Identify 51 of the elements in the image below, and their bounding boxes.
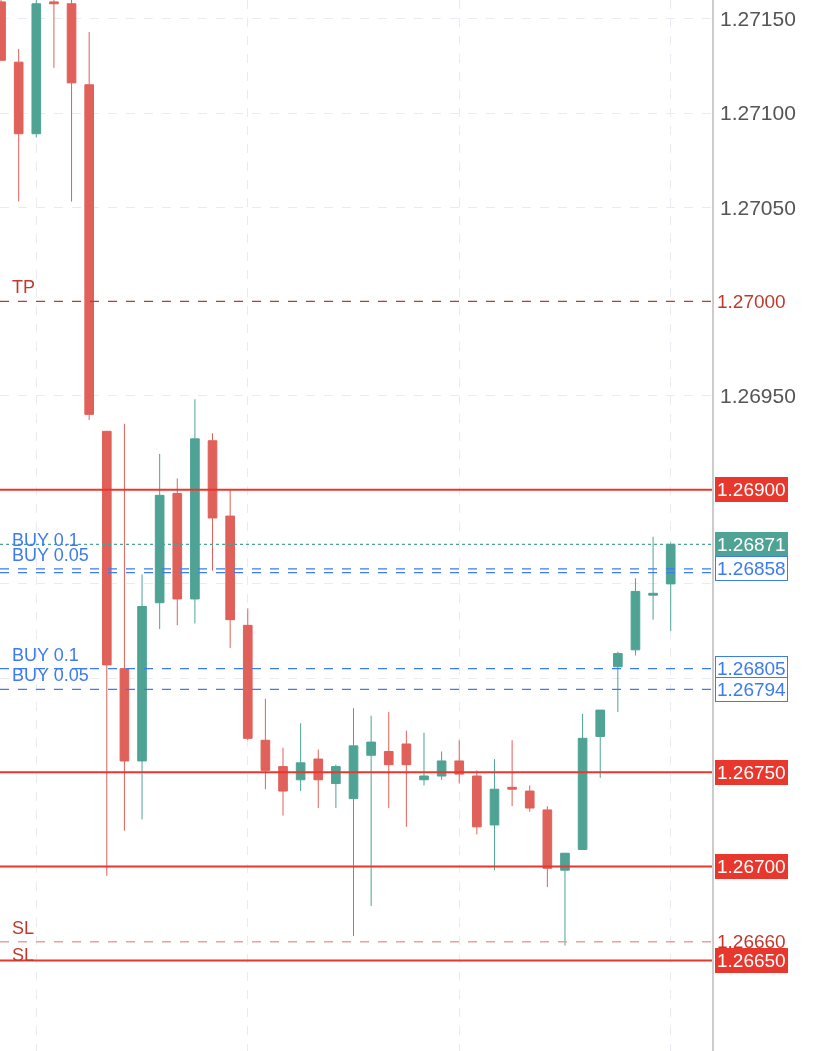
ref-line-label: 1.26660 xyxy=(717,931,786,952)
candlestick xyxy=(13,48,24,203)
y-tick-label: 1.27100 xyxy=(720,101,796,125)
candlestick xyxy=(524,784,535,813)
y-tick-label: 1.26950 xyxy=(720,383,796,407)
candlestick xyxy=(489,758,500,871)
candlestick xyxy=(366,715,376,907)
candlestick xyxy=(260,698,271,790)
ref-line-label: 1.26794 xyxy=(717,679,787,700)
candlestick xyxy=(84,31,94,421)
candlestick xyxy=(172,477,183,626)
candlestick xyxy=(137,573,147,820)
candlestick xyxy=(401,730,412,828)
candlestick xyxy=(383,711,394,809)
annotation: SL xyxy=(12,945,35,965)
ref-line-label: 1.26700 xyxy=(717,856,786,877)
candlestick xyxy=(577,713,588,850)
candlestick xyxy=(419,732,429,786)
ref-line-label: 1.26805 xyxy=(717,658,786,679)
candlestick xyxy=(295,722,306,792)
candlestick xyxy=(225,489,235,649)
ref-line-label: 1.26900 xyxy=(717,479,786,500)
ref-line-label: 1.26750 xyxy=(717,762,786,783)
annotation: BUY 0.05 xyxy=(12,545,89,565)
candlestick xyxy=(472,769,482,835)
y-tick-label: 1.27150 xyxy=(720,7,796,31)
candlestick xyxy=(207,432,218,572)
candlestick xyxy=(31,0,42,138)
candlestick xyxy=(242,607,253,741)
annotation: SL xyxy=(12,918,35,938)
candlestick xyxy=(542,805,553,888)
annotation: TP xyxy=(12,277,36,297)
candlestick xyxy=(348,707,359,937)
candlestick xyxy=(313,749,324,809)
candlestick xyxy=(630,577,641,656)
candlestick xyxy=(507,739,517,807)
candlestick xyxy=(613,651,623,713)
annotation: BUY 0.1 xyxy=(12,645,79,665)
candlestick xyxy=(595,709,606,779)
candlestick xyxy=(49,0,59,69)
candlestick xyxy=(119,423,130,832)
ref-line-label: 1.26858 xyxy=(717,558,786,579)
candlestick xyxy=(101,430,112,877)
ref-line-label: 1.27000 xyxy=(717,291,786,312)
candlestick xyxy=(66,0,77,203)
ref-line-label: 1.26650 xyxy=(717,950,786,971)
candlestick xyxy=(560,852,570,947)
candlestick xyxy=(278,747,288,817)
y-tick-label: 1.27050 xyxy=(720,195,796,219)
candlestick xyxy=(331,764,341,809)
ref-line-label: 1.26871 xyxy=(717,534,786,555)
